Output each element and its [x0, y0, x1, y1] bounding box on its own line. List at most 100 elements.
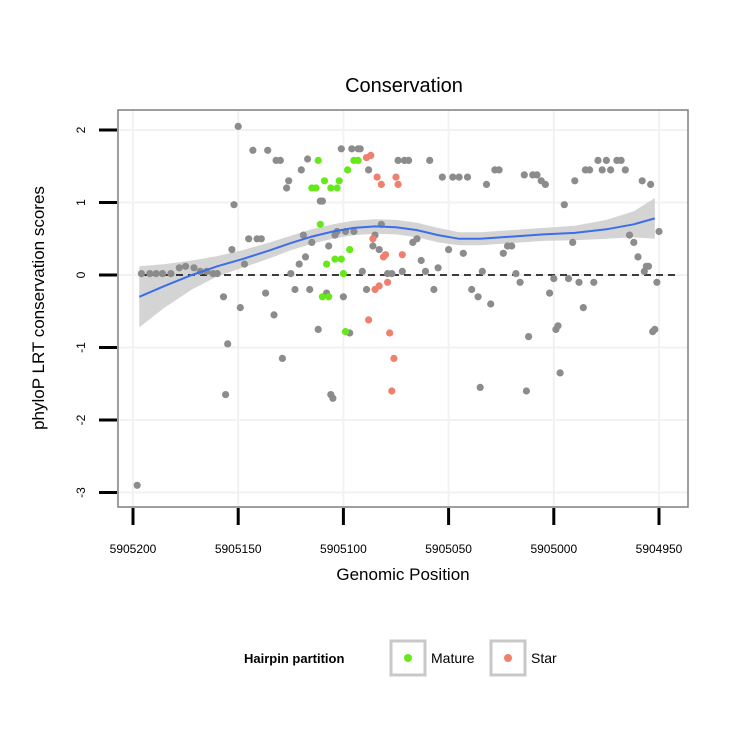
- point-other: [152, 270, 160, 278]
- point-other: [213, 270, 221, 278]
- point-other: [590, 278, 598, 286]
- legend-entry-mature: Mature: [389, 639, 475, 677]
- point-mature: [344, 166, 352, 174]
- confidence-band: [139, 198, 655, 328]
- x-tick-label: 5905200: [110, 542, 157, 556]
- point-other: [240, 260, 249, 268]
- point-other: [621, 166, 629, 174]
- point-other: [463, 173, 472, 181]
- point-other: [546, 289, 554, 297]
- point-other: [375, 246, 383, 254]
- point-other: [495, 166, 503, 174]
- point-mature: [312, 184, 320, 192]
- point-other: [245, 235, 253, 243]
- point-other: [541, 180, 550, 188]
- y-tick-label: -1: [74, 342, 88, 353]
- point-other: [167, 270, 175, 278]
- y-axis-title: phyloP LRT conservation scores: [29, 186, 48, 430]
- point-other: [476, 383, 484, 391]
- point-other: [455, 173, 463, 181]
- point-other: [516, 278, 524, 286]
- point-other: [634, 253, 642, 261]
- point-other: [249, 146, 257, 154]
- point-other: [459, 249, 467, 257]
- point-star: [375, 282, 383, 290]
- point-other: [550, 275, 558, 283]
- point-other: [257, 235, 265, 243]
- point-mature: [337, 255, 345, 263]
- y-tick-label: 2: [74, 126, 88, 133]
- point-other: [230, 201, 238, 209]
- panel-border: [117, 109, 689, 508]
- point-star: [365, 316, 373, 324]
- point-other: [522, 387, 531, 395]
- point-other: [607, 166, 615, 174]
- point-other: [644, 262, 653, 270]
- x-tick-label: 5905100: [320, 542, 367, 556]
- point-mature: [335, 177, 343, 185]
- smooth-trend: [138, 217, 656, 298]
- point-mature: [327, 184, 335, 192]
- point-mature: [346, 246, 354, 254]
- point-star: [373, 173, 381, 181]
- point-other: [182, 262, 190, 270]
- point-mature: [318, 293, 326, 301]
- point-other: [219, 293, 228, 301]
- x-tick-label: 5905000: [530, 542, 577, 556]
- point-other: [133, 481, 141, 489]
- legend-title: Hairpin partition: [244, 651, 344, 666]
- point-other: [512, 270, 520, 278]
- smooth-line: [138, 217, 656, 298]
- point-other: [369, 242, 377, 250]
- point-other: [356, 145, 364, 153]
- point-other: [594, 156, 602, 164]
- point-other: [430, 285, 438, 294]
- point-star: [367, 151, 375, 159]
- point-other: [421, 267, 430, 275]
- point-other: [617, 156, 625, 164]
- point-other: [306, 285, 314, 294]
- point-mature: [320, 177, 329, 185]
- point-other: [564, 275, 573, 283]
- point-other: [653, 278, 661, 286]
- point-other: [556, 369, 564, 377]
- point-mature: [354, 156, 362, 164]
- point-other: [525, 333, 533, 341]
- point-other: [236, 304, 244, 312]
- point-other: [297, 166, 305, 174]
- point-other: [571, 177, 579, 185]
- point-star: [388, 387, 396, 395]
- point-star: [384, 278, 392, 286]
- point-other: [234, 122, 242, 130]
- y-tick-label: -2: [74, 414, 88, 425]
- legend-dot-star: [504, 654, 512, 662]
- point-star: [394, 180, 402, 188]
- point-other: [285, 177, 293, 185]
- point-other: [350, 227, 358, 236]
- point-other: [283, 184, 291, 192]
- point-other: [304, 155, 312, 163]
- x-axis: 5905200 5905150 5905100 5905050 5905000 59049…: [110, 508, 683, 556]
- point-star: [392, 173, 400, 181]
- point-other: [575, 278, 583, 286]
- point-other: [339, 293, 347, 301]
- point-star: [398, 251, 406, 259]
- point-other: [314, 325, 322, 333]
- point-other: [270, 311, 278, 319]
- point-star: [381, 251, 390, 259]
- point-other: [579, 304, 587, 312]
- point-other: [228, 246, 236, 254]
- chart-title: Conservation: [345, 75, 463, 97]
- legend-label-mature: Mature: [431, 650, 475, 666]
- point-other: [158, 270, 167, 278]
- point-other: [276, 156, 284, 164]
- panel-background: [118, 110, 688, 507]
- point-other: [224, 340, 232, 348]
- point-other: [405, 156, 413, 164]
- point-other: [394, 156, 402, 164]
- point-other: [299, 231, 307, 239]
- point-other: [278, 354, 286, 362]
- point-other: [468, 285, 476, 294]
- point-other: [651, 325, 659, 333]
